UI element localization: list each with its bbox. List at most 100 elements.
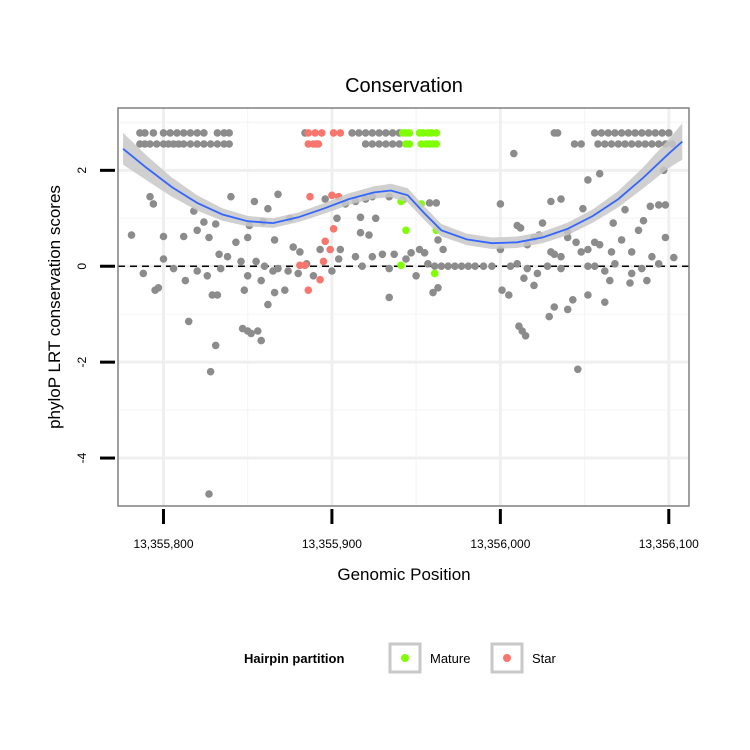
point-other xyxy=(289,243,298,251)
x-tick-label: 13,356,000 xyxy=(470,537,530,551)
point-other xyxy=(253,327,262,335)
point-other xyxy=(225,129,233,137)
point-other xyxy=(654,140,663,148)
point-other xyxy=(639,216,648,225)
point-other xyxy=(368,129,377,137)
point-other xyxy=(631,129,639,137)
point-other xyxy=(538,219,547,227)
point-other xyxy=(225,140,233,148)
point-other xyxy=(382,140,390,148)
point-other xyxy=(213,291,222,299)
point-other xyxy=(371,214,380,223)
point-other xyxy=(206,140,215,148)
point-other xyxy=(601,267,609,275)
point-other xyxy=(661,233,670,242)
point-other xyxy=(203,272,212,280)
point-other xyxy=(590,262,599,271)
point-other xyxy=(648,140,656,148)
y-tick-label: -2 xyxy=(75,356,89,367)
point-other xyxy=(634,226,643,235)
point-other xyxy=(471,262,479,271)
point-other xyxy=(193,129,201,137)
point-other xyxy=(211,220,220,228)
point-other xyxy=(627,140,636,148)
point-other xyxy=(432,199,441,207)
point-other xyxy=(173,129,181,137)
point-other xyxy=(617,129,626,137)
point-star xyxy=(314,140,323,148)
point-other xyxy=(274,264,282,273)
point-other xyxy=(412,272,420,280)
y-tick-label: 2 xyxy=(75,167,89,174)
point-other xyxy=(595,169,604,178)
point-other xyxy=(355,129,363,137)
point-other xyxy=(270,288,279,297)
point-mature xyxy=(402,226,410,235)
point-other xyxy=(211,341,220,350)
legend-title: Hairpin partition xyxy=(244,651,344,666)
point-star xyxy=(329,225,338,233)
point-other xyxy=(638,129,646,137)
point-other xyxy=(351,252,360,261)
point-other xyxy=(179,129,188,137)
point-other xyxy=(407,249,415,257)
point-other xyxy=(154,284,163,292)
point-other xyxy=(250,197,259,206)
point-other xyxy=(648,252,656,261)
point-other xyxy=(563,305,572,314)
point-other xyxy=(139,269,148,278)
legend: Hairpin partition Mature Star xyxy=(244,642,557,674)
point-other xyxy=(368,252,377,261)
point-other xyxy=(641,140,649,148)
point-other xyxy=(179,232,188,241)
point-other xyxy=(601,298,609,307)
point-other xyxy=(521,332,530,340)
plot-panel xyxy=(117,107,690,507)
point-other xyxy=(553,129,562,137)
x-tick-label: 13,355,900 xyxy=(302,537,362,551)
smooth-trend-line xyxy=(122,140,683,245)
point-other xyxy=(127,231,136,239)
point-other xyxy=(543,262,552,271)
point-other xyxy=(237,257,245,266)
point-mature xyxy=(397,261,405,270)
point-other xyxy=(200,140,208,148)
point-other xyxy=(520,274,528,283)
point-other xyxy=(579,204,587,213)
point-other xyxy=(334,255,343,263)
point-star xyxy=(336,129,345,137)
point-other xyxy=(200,218,208,226)
point-other xyxy=(390,250,399,259)
point-other xyxy=(611,129,619,137)
point-other xyxy=(240,286,249,295)
point-other xyxy=(309,272,318,280)
point-other xyxy=(358,262,367,271)
point-other xyxy=(281,286,289,295)
point-other xyxy=(395,140,404,148)
point-other xyxy=(243,272,252,280)
point-other xyxy=(365,231,373,239)
point-other xyxy=(654,260,663,268)
point-other xyxy=(385,293,394,302)
point-other xyxy=(577,248,585,256)
point-other xyxy=(243,233,252,242)
point-other xyxy=(547,197,555,206)
point-other xyxy=(506,262,515,271)
smooth-confidence-band xyxy=(123,123,683,249)
x-tick-label: 13,355,800 xyxy=(133,537,193,551)
point-other xyxy=(184,317,193,326)
point-star xyxy=(301,261,309,270)
y-tick-label: -4 xyxy=(75,452,89,463)
point-other xyxy=(336,245,345,254)
point-mature xyxy=(405,140,414,148)
point-other xyxy=(385,264,394,273)
point-other xyxy=(316,245,324,254)
point-other xyxy=(368,140,377,148)
point-other xyxy=(658,129,666,137)
point-other xyxy=(149,129,158,137)
point-other xyxy=(186,140,195,148)
point-other xyxy=(193,140,201,148)
point-star xyxy=(304,129,313,137)
point-other xyxy=(434,284,442,292)
